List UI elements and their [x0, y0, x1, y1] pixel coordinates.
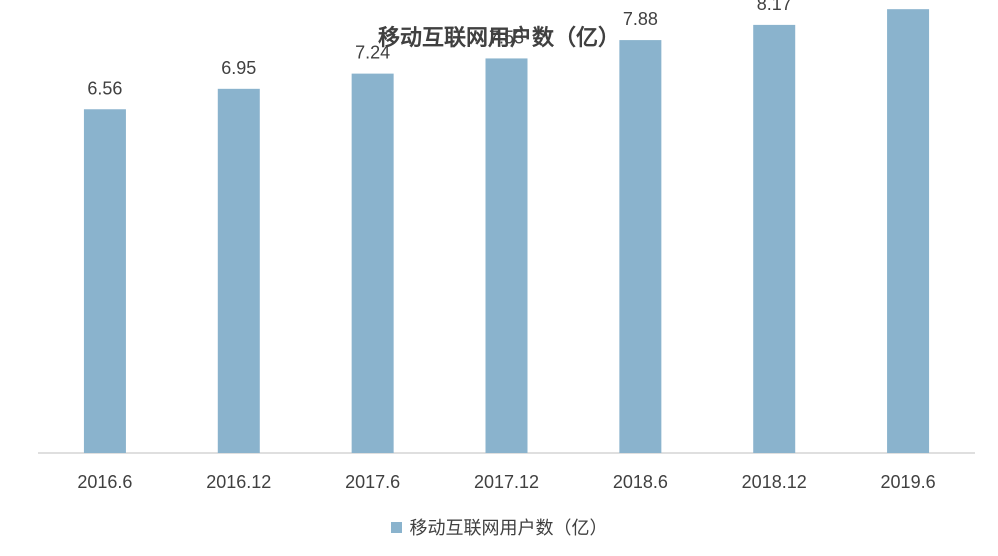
bar-2017.6 — [351, 73, 394, 454]
x-tick-label-2018.12: 2018.12 — [742, 472, 807, 492]
legend-label: 移动互联网用户数（亿） — [409, 518, 608, 538]
bar-2016.6 — [83, 109, 126, 454]
data-label-2018.6: 7.88 — [623, 9, 658, 29]
bar-2017.12 — [485, 58, 528, 453]
x-tick-label-2017.6: 2017.6 — [345, 472, 400, 492]
x-tick-label-2019.6: 2019.6 — [881, 472, 936, 492]
x-tick-label-2018.6: 2018.6 — [613, 472, 668, 492]
data-label-2017.6: 7.24 — [355, 43, 390, 63]
chart-legend: 移动互联网用户数（亿） — [0, 514, 998, 540]
x-tick-label-2017.12: 2017.12 — [474, 472, 539, 492]
x-tick-label-2016.12: 2016.12 — [206, 472, 271, 492]
bar-2018.12 — [753, 24, 796, 454]
bar-2018.6 — [619, 40, 662, 453]
data-label-2018.12: 8.17 — [757, 0, 792, 14]
chart-title: 移动互联网用户数（亿） — [377, 25, 620, 50]
legend-swatch — [390, 521, 402, 533]
data-label-2016.6: 6.56 — [87, 78, 122, 98]
data-label-2016.12: 6.95 — [221, 58, 256, 78]
bar-2016.12 — [217, 88, 260, 453]
data-label-2017.12: 7.53 — [489, 27, 524, 47]
bar-2019.6 — [887, 9, 930, 454]
x-tick-label-2016.6: 2016.6 — [77, 472, 132, 492]
